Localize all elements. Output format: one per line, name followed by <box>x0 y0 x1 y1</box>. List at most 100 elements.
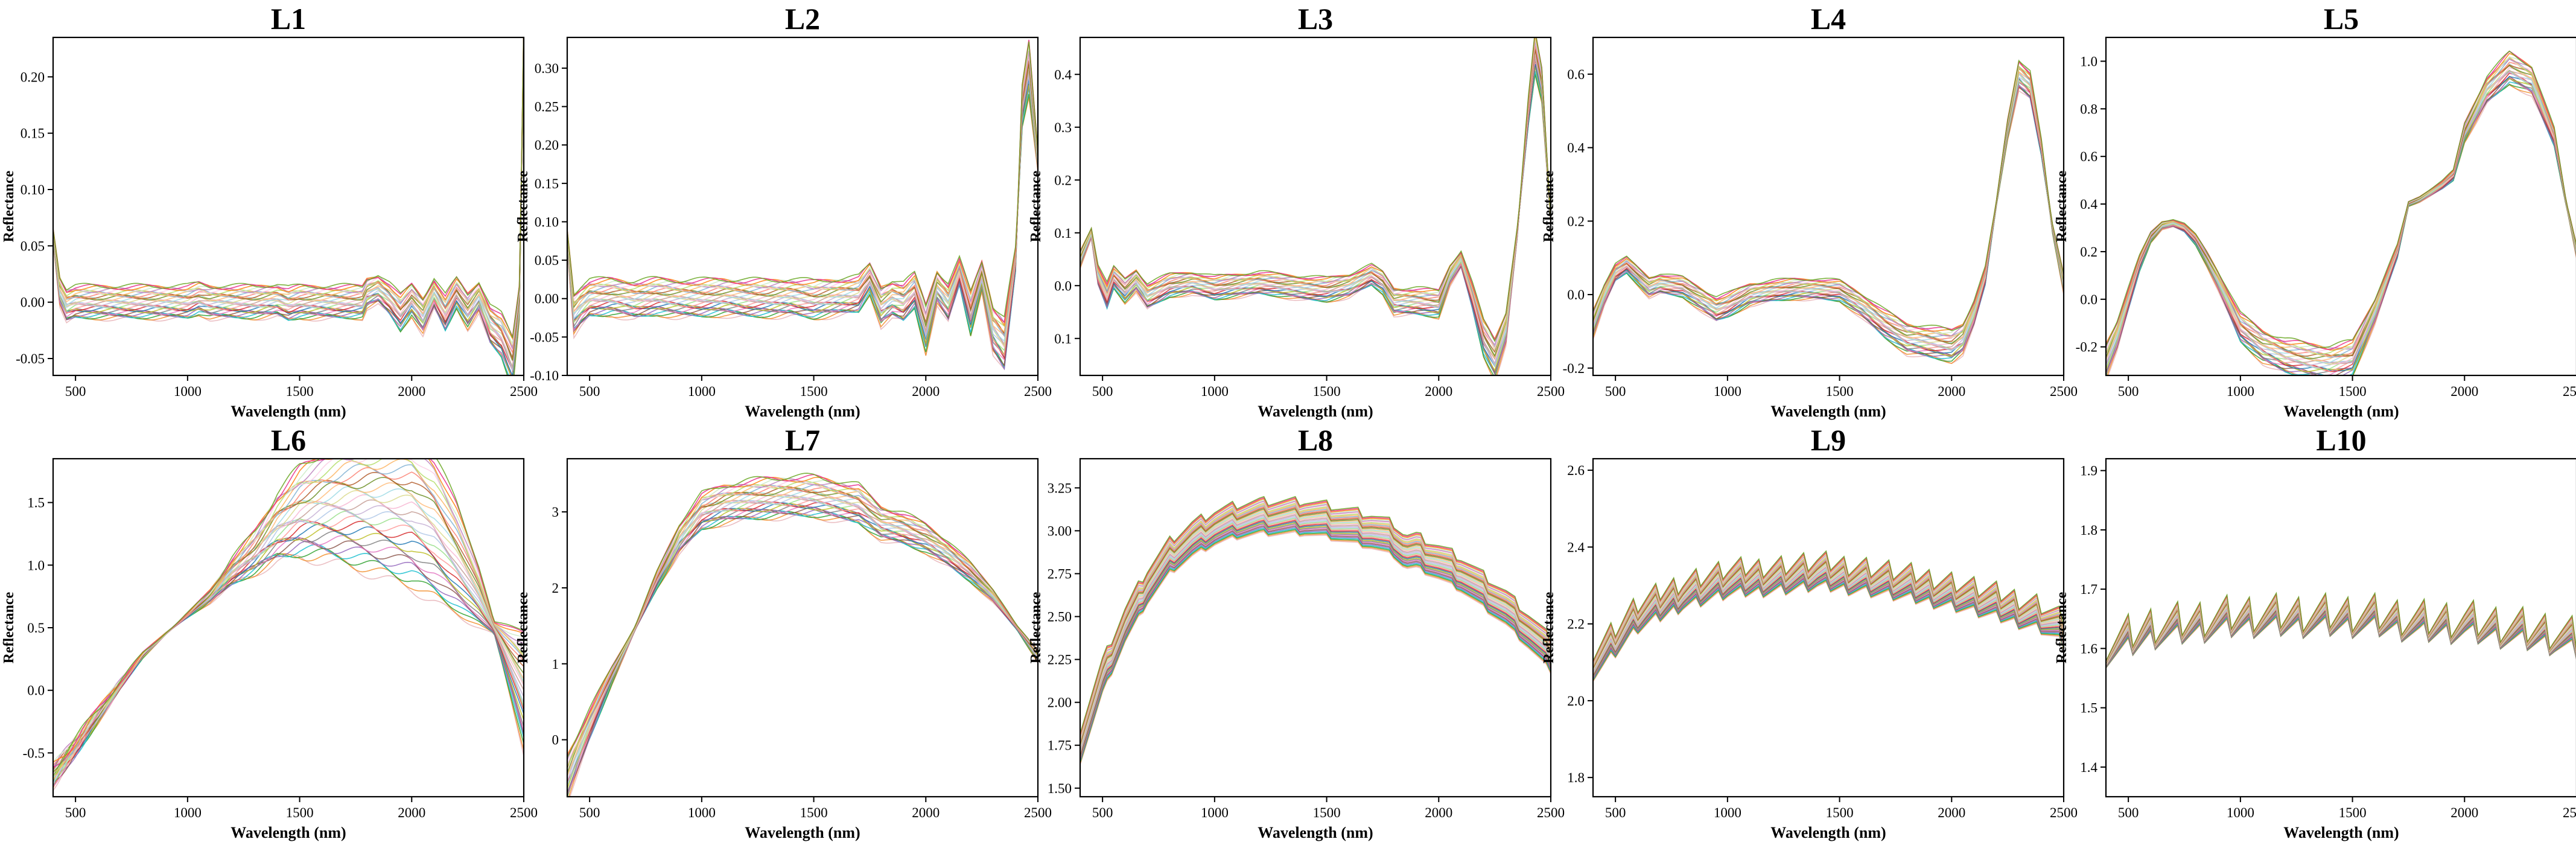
series-line <box>567 510 1038 794</box>
series-group <box>53 459 524 791</box>
x-tick-label: 2000 <box>2450 384 2478 399</box>
y-tick-label: 1.7 <box>2080 582 2097 597</box>
series-line <box>567 501 1038 783</box>
x-tick-label: 500 <box>579 805 600 820</box>
series-line <box>1593 78 2064 351</box>
series-line <box>53 507 524 783</box>
series-line <box>2106 57 2576 355</box>
series-line <box>53 64 524 375</box>
chart-panel-L9: 500 1000 1500 2000 2500 1.8 2.0 2.2 2.4 2.6 L9 Wave… <box>1541 423 2078 841</box>
series-line <box>2106 50 2576 350</box>
series-line <box>1593 73 2064 351</box>
series-line <box>53 526 524 780</box>
x-tick-label: 1500 <box>800 384 828 399</box>
x-axis-label: Wavelength (nm) <box>231 824 346 841</box>
chart-panel-L7: 500 1000 1500 2000 2500 0 1 2 3 L7 Wavelength (nm)… <box>515 423 1052 841</box>
x-tick-label: 1000 <box>688 384 716 399</box>
y-tick-label: 3 <box>552 505 559 520</box>
x-tick-label: 1000 <box>688 805 716 820</box>
series-line <box>567 502 1038 785</box>
x-tick-label: 500 <box>2118 384 2139 399</box>
series-line <box>567 497 1038 786</box>
series-line <box>1080 48 1551 357</box>
y-axis-label: Reflectance <box>1541 170 1557 242</box>
series-line <box>2106 78 2576 375</box>
series-line <box>2106 72 2576 372</box>
series-line <box>1593 76 2064 351</box>
series-line <box>53 544 524 777</box>
x-tick-label: 2500 <box>1537 384 1565 399</box>
y-tick-label: 1.5 <box>2080 701 2097 716</box>
series-line <box>567 83 1038 367</box>
y-tick-label: 1.75 <box>1048 738 1072 753</box>
series-line <box>567 97 1038 371</box>
y-tick-label: 0.8 <box>2080 101 2097 116</box>
x-tick-label: 2500 <box>2563 805 2576 820</box>
series-line <box>567 41 1038 318</box>
y-axis-label: Reflectance <box>515 170 531 242</box>
series-line <box>2106 71 2576 368</box>
x-tick-label: 2000 <box>398 805 425 820</box>
y-tick-label: 0.15 <box>21 126 45 141</box>
series-line <box>53 60 524 375</box>
series-line <box>1080 502 1551 739</box>
series-line <box>567 51 1038 337</box>
x-tick-label: 500 <box>65 384 86 399</box>
series-line <box>53 531 524 786</box>
series-line <box>53 52 524 369</box>
chart-panel-L10: 500 1000 1500 2000 2500 1.4 1.5 1.6 1.7 1.8 1.9 L10… <box>2054 423 2576 841</box>
y-tick-label: 2 <box>552 581 559 596</box>
series-line <box>2106 84 2576 375</box>
y-tick-label: 2.00 <box>1048 695 1072 710</box>
x-tick-label: 500 <box>2118 805 2139 820</box>
series-line <box>1080 521 1551 756</box>
series-line <box>2106 53 2576 351</box>
series-line <box>1080 512 1551 748</box>
x-tick-label: 1500 <box>800 805 828 820</box>
series-line <box>53 459 524 763</box>
series-line <box>53 511 524 783</box>
series-line <box>1080 512 1551 749</box>
x-axis-label: Wavelength (nm) <box>1258 824 1373 841</box>
axes-frame <box>566 458 1039 798</box>
series-line <box>53 482 524 780</box>
series-line <box>53 459 524 773</box>
series-line <box>1080 526 1551 761</box>
series-line <box>53 489 524 773</box>
y-tick-label: 1.0 <box>2080 54 2097 69</box>
series-line <box>53 69 524 375</box>
x-axis-label: Wavelength (nm) <box>1770 824 1886 841</box>
series-line <box>2106 63 2576 363</box>
series-line <box>53 537 524 783</box>
series-line <box>567 64 1038 349</box>
series-line <box>1593 79 2064 349</box>
series-line <box>53 494 524 770</box>
series-group <box>567 39 1038 371</box>
series-group <box>53 37 524 375</box>
x-tick-label: 1500 <box>2339 805 2367 820</box>
series-line <box>567 39 1038 324</box>
x-axis-label: Wavelength (nm) <box>1770 403 1886 420</box>
series-line <box>567 45 1038 327</box>
y-tick-label: 0.25 <box>535 100 559 115</box>
axes-frame <box>566 36 1039 377</box>
series-line <box>1593 60 2064 331</box>
series-line <box>568 512 1038 797</box>
series-line <box>53 49 524 372</box>
chart-title: L1 <box>271 2 306 36</box>
series-line <box>2106 63 2576 362</box>
series-line <box>1080 516 1551 752</box>
series-line <box>567 504 1038 794</box>
series-line <box>53 486 524 778</box>
y-tick-label: -0.10 <box>530 368 559 383</box>
series-line <box>1080 66 1551 374</box>
series-line <box>1080 523 1551 758</box>
series-line <box>53 37 524 338</box>
x-tick-label: 1000 <box>1714 384 1741 399</box>
x-tick-label: 2500 <box>510 384 538 399</box>
series-line <box>567 84 1038 371</box>
x-tick-label: 1500 <box>1826 805 1854 820</box>
chart-panel-L6: 500 1000 1500 2000 2500 -0.5 0.0 0.5 1.0 1.5 L6 Wav… <box>1 423 538 841</box>
series-line <box>1080 514 1551 750</box>
